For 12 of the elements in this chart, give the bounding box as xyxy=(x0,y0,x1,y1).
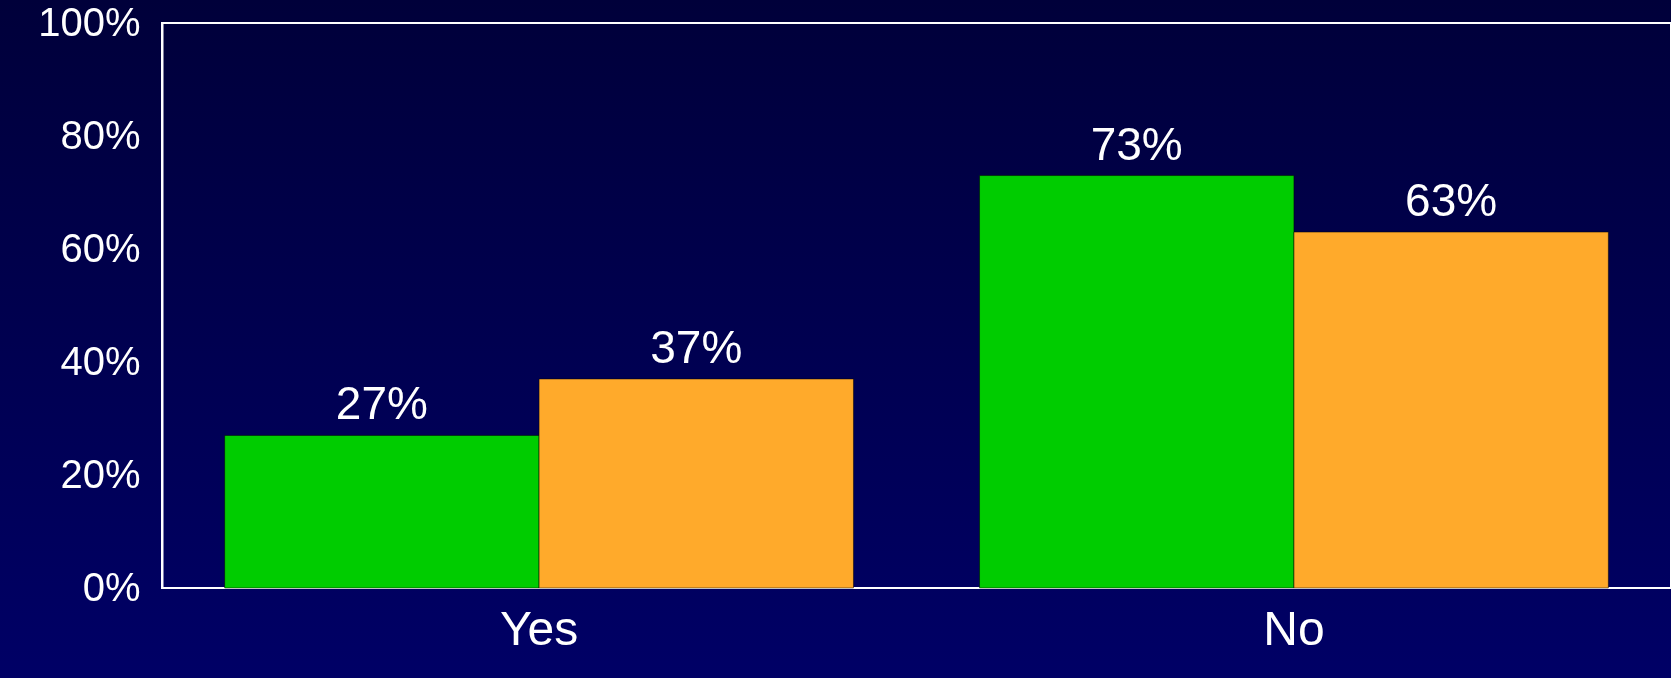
y-tick-label: 0% xyxy=(82,564,141,609)
data-label: 37% xyxy=(650,320,743,373)
y-tick-label: 80% xyxy=(60,112,141,157)
x-tick-label: Yes xyxy=(499,601,579,655)
data-label: 27% xyxy=(335,377,428,430)
y-tick-label: 100% xyxy=(38,0,141,44)
data-label: 73% xyxy=(1090,117,1183,170)
data-label: 63% xyxy=(1405,174,1498,227)
x-tick-label: No xyxy=(1263,601,1325,655)
y-tick-label: 60% xyxy=(60,225,141,270)
y-tick-label: 20% xyxy=(60,451,141,496)
y-tick-label: 40% xyxy=(60,338,141,383)
